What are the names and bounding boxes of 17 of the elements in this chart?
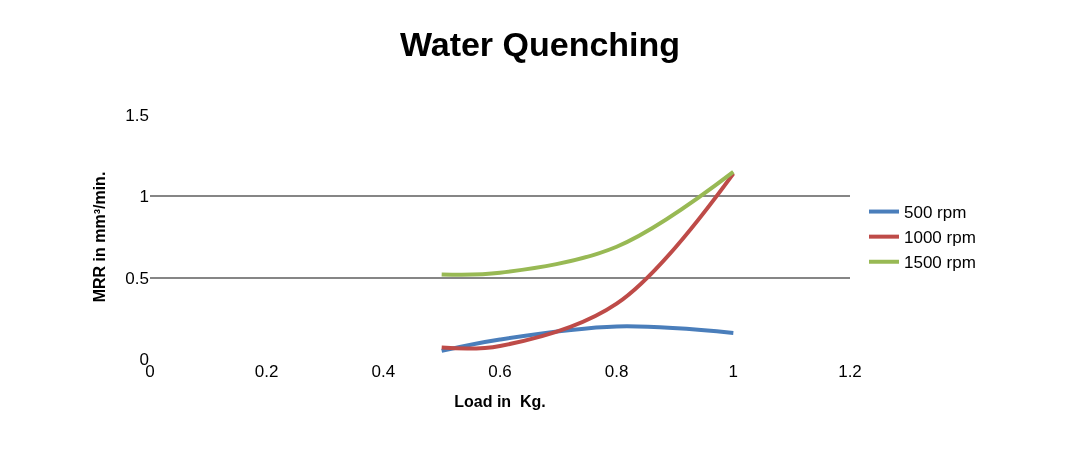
y-tick-label: 0.5 [125, 268, 149, 288]
x-tick-label: 0.4 [371, 362, 396, 381]
y-tick-label: 1 [139, 187, 149, 207]
x-tick-label: 1 [728, 362, 739, 381]
legend-label: 500 rpm [904, 203, 967, 223]
line-series [439, 171, 736, 351]
y-axis-title: MRR in mm³/min. [91, 171, 109, 303]
x-tick-label: 0.8 [604, 362, 629, 381]
x-axis-title: Load in Kg. [454, 392, 546, 410]
legend-label: 1000 rpm [904, 228, 976, 248]
y-tick-label: 1.5 [125, 105, 149, 125]
x-tick-label: 0.2 [254, 362, 279, 381]
legend-label: 1500 rpm [904, 253, 976, 273]
x-tick-label: 0.6 [488, 362, 512, 381]
x-tick-label: 1.2 [838, 362, 862, 381]
line-series [439, 169, 736, 277]
chart-title: Water Quenching [399, 24, 681, 63]
